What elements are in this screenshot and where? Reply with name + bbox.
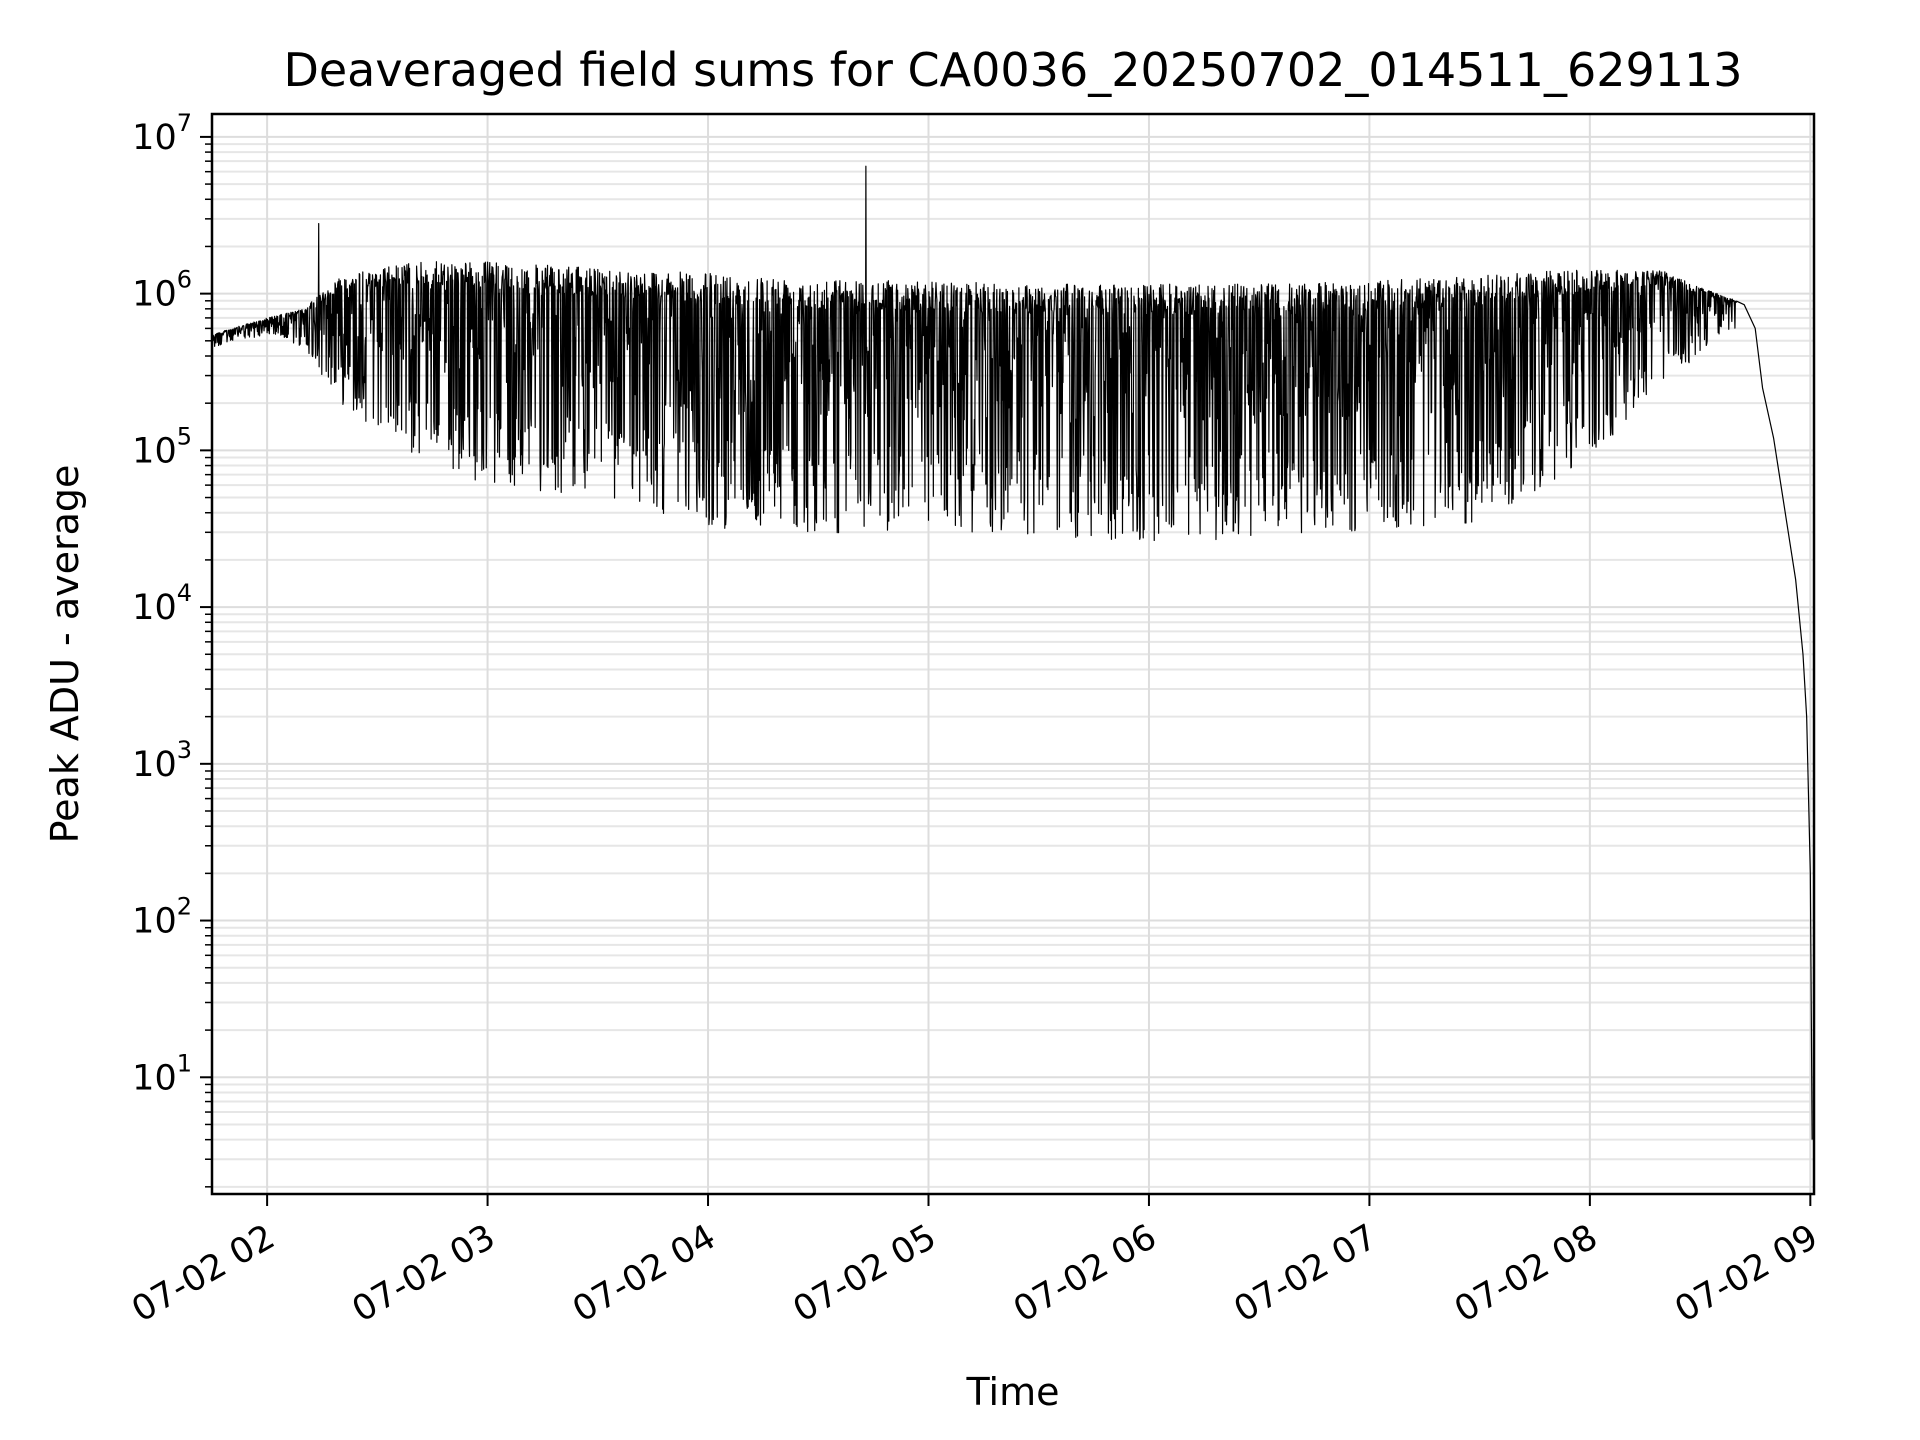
x-tick-label: 07-02 06 xyxy=(1007,1217,1163,1330)
y-tick-label: 106 xyxy=(132,266,192,315)
series-line xyxy=(211,165,1813,1140)
x-tick-label: 07-02 08 xyxy=(1448,1217,1604,1330)
y-tick-label: 102 xyxy=(132,893,192,942)
x-tick-label: 07-02 02 xyxy=(125,1217,281,1330)
x-tick-label: 07-02 09 xyxy=(1669,1217,1825,1330)
x-tick-label: 07-02 03 xyxy=(346,1217,502,1330)
y-axis-label: Peak ADU - average xyxy=(43,465,87,844)
x-tick-label: 07-02 07 xyxy=(1228,1217,1384,1330)
x-tick-label: 07-02 04 xyxy=(566,1217,722,1330)
y-tick-label: 101 xyxy=(132,1049,192,1098)
y-tick-label: 107 xyxy=(132,109,192,158)
y-tick-label: 103 xyxy=(132,736,192,785)
data-series xyxy=(211,165,1813,1140)
x-axis-label: Time xyxy=(966,1370,1060,1414)
chart-title: Deaveraged field sums for CA0036_2025070… xyxy=(283,43,1742,97)
y-tick-label: 105 xyxy=(132,422,192,471)
y-axis: 101 102 103 104 105 106 107 xyxy=(132,109,212,1188)
y-tick-label: 104 xyxy=(132,579,192,628)
x-axis: 07-02 02 07-02 03 07-02 04 07-02 05 07-02 06… xyxy=(125,1194,1825,1330)
x-tick-label: 07-02 05 xyxy=(787,1217,943,1330)
